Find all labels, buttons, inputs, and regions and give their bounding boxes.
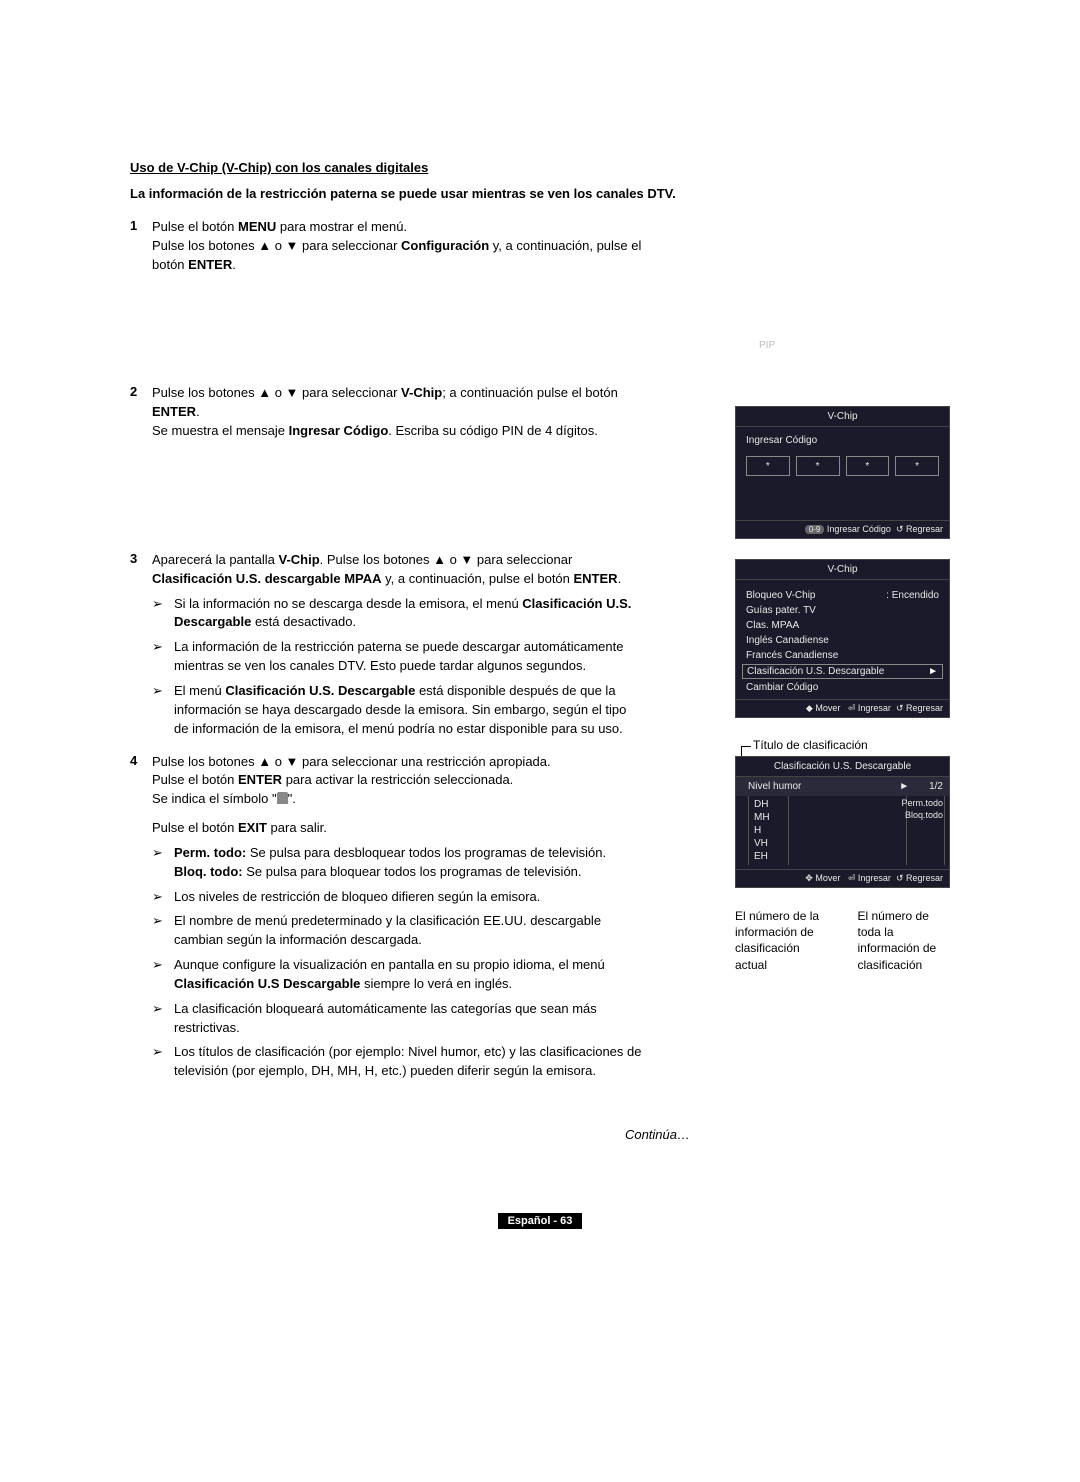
osd-footer: ◆ Mover ⏎ Ingresar ↺ Regresar — [736, 699, 949, 717]
chevron-right-icon: ► — [899, 781, 909, 792]
pin-digit[interactable]: * — [746, 456, 790, 476]
lock-icon — [277, 792, 288, 804]
rating-row[interactable]: H — [754, 824, 949, 837]
continue-label: Continúa… — [130, 1127, 690, 1142]
osd-menu-list: Bloqueo V-Chip: Encendido Guías pater. T… — [736, 580, 949, 699]
osd-label: Ingresar Código — [746, 435, 939, 446]
pip-label: PIP — [759, 340, 950, 351]
osd-vchip-menu: V-Chip Bloqueo V-Chip: Encendido Guías p… — [735, 559, 950, 718]
rating-row[interactable]: EH — [754, 850, 949, 863]
osd-downloadable-rating: Clasificación U.S. Descargable Nivel hum… — [735, 756, 950, 888]
rating-rows: DH MH H VH EH Perm.todo Bloq.todo — [736, 796, 949, 869]
section-title: Uso de V-Chip (V-Chip) con los canales d… — [130, 160, 950, 175]
osd-title: V-Chip — [736, 407, 949, 427]
osd-enter-code: V-Chip Ingresar Código * * * * 0-9 Ingre… — [735, 406, 950, 539]
menu-item[interactable]: Bloqueo V-Chip: Encendido — [746, 588, 939, 603]
pin-digit[interactable]: * — [895, 456, 939, 476]
legend-right: El número de toda la información de clas… — [858, 908, 951, 973]
osd-footer: 0-9 Ingresar Código ↺ Regresar — [736, 520, 949, 538]
step-number: 1 — [130, 218, 152, 275]
pin-digit[interactable]: * — [846, 456, 890, 476]
chevron-right-icon: ► — [928, 666, 938, 677]
rating-header[interactable]: Nivel humor ► 1/2 — [736, 777, 949, 796]
menu-item[interactable]: Cambiar Código — [746, 680, 939, 695]
keypad-icon: 0-9 — [805, 525, 825, 534]
step-number: 3 — [130, 551, 152, 745]
menu-item[interactable]: Francés Canadiense — [746, 648, 939, 663]
caption-title: Título de clasificación — [753, 738, 950, 752]
step-body: Aparecerá la pantalla V-Chip. Pulse los … — [152, 551, 642, 745]
step-body: Pulse los botones ▲ o ▼ para seleccionar… — [152, 384, 642, 441]
allow-all-label[interactable]: Perm.todo — [901, 798, 943, 808]
menu-item[interactable]: Inglés Canadiense — [746, 633, 939, 648]
rating-row[interactable]: VH — [754, 837, 949, 850]
pin-digit[interactable]: * — [796, 456, 840, 476]
menu-item[interactable]: Clas. MPAA — [746, 618, 939, 633]
osd-title: V-Chip — [736, 560, 949, 580]
osd-title: Clasificación U.S. Descargable — [736, 757, 949, 777]
legend-left: El número de la información de clasifica… — [735, 908, 828, 973]
osd-footer: ✥ Mover ⏎ Ingresar ↺ Regresar — [736, 869, 949, 887]
menu-item-highlighted[interactable]: Clasificación U.S. Descargable► — [742, 664, 943, 679]
step-number: 4 — [130, 753, 152, 1088]
page-footer: Español - 63 — [130, 1212, 950, 1227]
step-body: Pulse el botón MENU para mostrar el menú… — [152, 218, 642, 275]
block-all-label[interactable]: Bloq.todo — [901, 810, 943, 820]
step-body: Pulse los botones ▲ o ▼ para seleccionar… — [152, 753, 642, 1088]
lead-text: La información de la restricción paterna… — [130, 185, 950, 204]
step-number: 2 — [130, 384, 152, 441]
page-indicator: 1/2 — [929, 781, 943, 792]
menu-item[interactable]: Guías pater. TV — [746, 603, 939, 618]
